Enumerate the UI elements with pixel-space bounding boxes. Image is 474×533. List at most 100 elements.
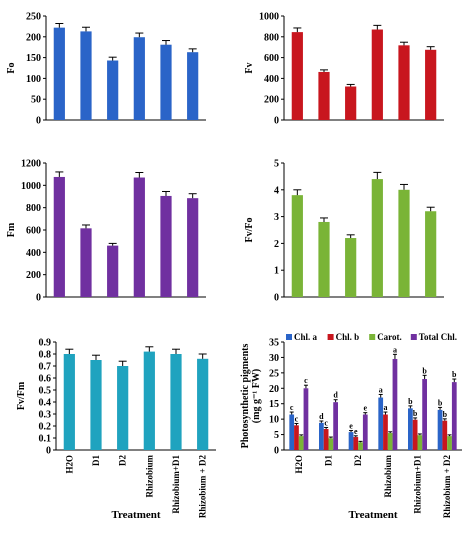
y-axis-label: Fm	[6, 222, 17, 237]
y-axis-label-line: (mg g⁻¹ FW)	[251, 369, 262, 423]
y-axis-label: Fv/Fm	[16, 381, 27, 410]
bar-chl-b	[323, 429, 329, 450]
y-tick-label: 1000	[21, 181, 41, 192]
significance-letter: b	[443, 410, 448, 419]
bar-5	[398, 45, 410, 120]
y-axis-label: Photosynthetic pigments(mg g⁻¹ FW)	[240, 344, 262, 449]
bar-2	[318, 71, 330, 120]
y-tick-label: 600	[26, 226, 41, 237]
significance-letter: c	[304, 376, 308, 385]
bar-1	[53, 176, 65, 297]
y-tick-label: 20	[269, 384, 279, 395]
legend-swatch	[369, 334, 376, 340]
bar-6	[425, 49, 437, 120]
legend-label: Carot.	[377, 332, 402, 342]
y-tick-label: 250	[26, 12, 41, 23]
y-tick-label: 400	[26, 248, 41, 259]
legend-swatch	[327, 334, 334, 340]
bar-total-chl-	[362, 414, 368, 450]
bar-carot-	[417, 435, 423, 450]
y-tick-label: 0	[36, 116, 41, 127]
bar-6	[187, 198, 199, 297]
y-tick-label: 0	[46, 446, 51, 457]
y-tick-label: 0	[274, 293, 279, 304]
bar-total-chl-	[303, 388, 309, 450]
bar-3	[107, 245, 119, 297]
y-tick-label: 800	[26, 203, 41, 214]
y-axis-label: Fv	[244, 62, 255, 73]
y-tick-label: 100	[26, 74, 41, 85]
bar-total-chl-	[333, 402, 338, 450]
bar-chl-a	[378, 397, 384, 450]
legend-label: Chl. a	[294, 332, 318, 342]
bar-chl-a	[289, 414, 295, 450]
significance-letter: c	[295, 414, 299, 423]
y-tick-label: 200	[26, 270, 41, 281]
y-axis-label: Fo	[6, 62, 17, 73]
significance-letter: b	[452, 370, 457, 379]
bar-1	[291, 195, 303, 297]
category-label: Rhizobium + D2	[442, 455, 452, 519]
y-tick-label: 50	[31, 95, 41, 106]
category-label: D1	[91, 455, 101, 466]
bar-carot-	[447, 436, 452, 450]
significance-letter: a	[379, 385, 383, 394]
y-tick-label: 1	[274, 266, 279, 277]
significance-letter: e	[349, 422, 353, 431]
bar-3	[107, 60, 119, 120]
category-label: Rhizobium+D1	[171, 455, 181, 514]
bar-total-chl-	[422, 379, 427, 450]
bar-6	[425, 211, 437, 297]
significance-letter: e	[354, 427, 358, 436]
y-tick-label: 15	[269, 399, 279, 410]
category-label: D1	[324, 455, 334, 466]
legend-swatch	[410, 334, 417, 340]
y-tick-label: 800	[264, 32, 279, 43]
bar-chl-a	[408, 408, 413, 450]
bar-2	[90, 360, 102, 450]
significance-letter: c	[324, 418, 328, 427]
category-label: D2	[118, 455, 128, 466]
bar-carot-	[387, 433, 393, 450]
legend: Chl. a Chl. b Carot. Total Chl.	[286, 332, 457, 342]
y-tick-label: 4	[274, 185, 279, 196]
y-tick-label: 30	[269, 353, 279, 364]
bar-1	[53, 27, 65, 120]
y-tick-label: 35	[269, 338, 279, 349]
significance-letter: b	[422, 366, 427, 375]
bar-2	[318, 221, 330, 297]
chart-panel-6: 0 5 10 15 20 25 30 35 Photosynthetic pigments(mg…	[240, 332, 462, 521]
y-tick-label: 400	[264, 74, 279, 85]
category-label: H2O	[294, 455, 304, 474]
y-tick-label: 3	[274, 212, 279, 223]
bar-4	[371, 29, 383, 120]
category-label: Rhizobium+D1	[413, 455, 423, 514]
category-label: H2O	[64, 455, 74, 474]
y-tick-label: 0.6	[39, 374, 52, 385]
bar-4	[133, 37, 145, 120]
x-axis-title: Treatment	[111, 509, 160, 521]
y-tick-label: 0.1	[39, 434, 52, 445]
significance-letter: d	[319, 412, 324, 421]
category-label: Rhizobium + D2	[198, 455, 208, 519]
y-tick-label: 150	[26, 53, 41, 64]
y-tick-label: 25	[269, 368, 279, 379]
legend-label: Chl. b	[336, 332, 360, 342]
y-tick-label: 0	[274, 446, 279, 457]
y-tick-label: 0.8	[39, 350, 52, 361]
significance-letter: c	[290, 403, 294, 412]
y-axis-label: Fv/Fo	[244, 218, 255, 243]
bar-3	[345, 238, 357, 297]
bar-chl-a	[437, 409, 443, 450]
y-tick-label: 0.4	[39, 398, 52, 409]
y-tick-label: 1200	[21, 159, 41, 170]
y-tick-label: 0	[274, 116, 279, 127]
significance-letter: a	[393, 345, 397, 354]
bar-5	[160, 195, 172, 297]
y-tick-label: 200	[26, 32, 41, 43]
bar-5	[398, 189, 410, 297]
bar-6	[187, 52, 199, 120]
y-tick-label: 0.7	[39, 362, 52, 373]
bar-chl-b	[383, 414, 388, 450]
